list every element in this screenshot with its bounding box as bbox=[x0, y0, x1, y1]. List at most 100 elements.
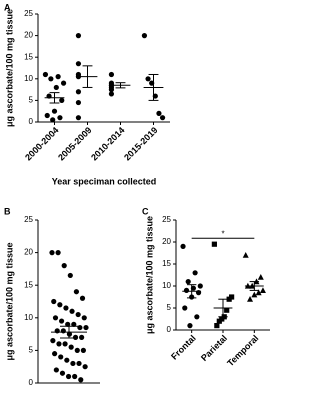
y-tick-label: 20 bbox=[162, 237, 171, 246]
y-tick-label: 20 bbox=[24, 31, 33, 40]
figure: Aμg ascorbate/100 mg tissue 0510152025200… bbox=[4, 2, 270, 387]
point bbox=[108, 91, 115, 97]
point bbox=[42, 71, 49, 78]
point bbox=[56, 341, 62, 347]
y-tick-label: 15 bbox=[24, 52, 33, 61]
y-tick-label: 15 bbox=[162, 259, 171, 268]
point bbox=[75, 311, 81, 318]
point bbox=[68, 344, 74, 350]
point bbox=[247, 296, 254, 302]
point bbox=[80, 347, 86, 353]
y-axis-label: μg ascorbate/100 mg tissue bbox=[144, 216, 154, 334]
significance-label: * bbox=[221, 229, 224, 238]
point bbox=[61, 263, 67, 269]
point bbox=[259, 287, 266, 293]
point bbox=[57, 115, 63, 121]
point bbox=[194, 314, 200, 320]
point bbox=[51, 298, 57, 305]
x-tick-label: Temporal bbox=[225, 333, 260, 368]
point bbox=[53, 367, 59, 373]
point bbox=[48, 76, 54, 82]
point bbox=[71, 321, 77, 327]
y-tick-label: 5 bbox=[167, 303, 172, 312]
point bbox=[78, 377, 84, 383]
point bbox=[211, 241, 217, 247]
y-tick-label: 25 bbox=[162, 215, 171, 224]
point bbox=[141, 33, 148, 39]
point bbox=[187, 323, 193, 329]
y-tick-label: 25 bbox=[24, 215, 33, 224]
point bbox=[149, 80, 155, 86]
x-tick-label: 2015-2019 bbox=[122, 125, 160, 163]
y-tick-label: 15 bbox=[24, 280, 33, 289]
point bbox=[55, 250, 61, 256]
y-tick-label: 20 bbox=[24, 248, 33, 257]
point bbox=[52, 315, 59, 321]
x-axis-label: Year speciman collected bbox=[52, 176, 157, 186]
point bbox=[63, 305, 69, 311]
point bbox=[183, 287, 190, 293]
point bbox=[75, 33, 82, 39]
point bbox=[58, 318, 65, 324]
point bbox=[65, 373, 72, 380]
y-tick-label: 10 bbox=[162, 281, 171, 290]
y-tick-label: 0 bbox=[167, 325, 172, 334]
point bbox=[59, 370, 66, 376]
panel-label: C bbox=[142, 206, 149, 216]
point bbox=[185, 279, 191, 285]
point bbox=[79, 334, 85, 340]
point bbox=[50, 117, 56, 123]
point bbox=[51, 108, 58, 114]
y-tick-label: 5 bbox=[29, 346, 34, 355]
y-axis-label: μg ascorbate/100 mg tissue bbox=[4, 242, 14, 360]
point bbox=[83, 324, 89, 331]
point bbox=[62, 341, 68, 347]
point bbox=[224, 307, 230, 313]
point bbox=[257, 274, 264, 280]
point bbox=[74, 347, 80, 353]
point bbox=[75, 89, 82, 95]
point bbox=[159, 115, 166, 121]
y-tick-label: 5 bbox=[29, 96, 34, 105]
point bbox=[57, 302, 63, 308]
point bbox=[60, 80, 67, 86]
panel-label: A bbox=[4, 2, 11, 12]
point bbox=[182, 305, 188, 311]
point bbox=[44, 112, 50, 119]
x-tick-label: Frontal bbox=[169, 333, 198, 362]
point bbox=[214, 323, 220, 329]
point bbox=[255, 289, 262, 296]
point bbox=[64, 357, 70, 363]
point bbox=[75, 115, 82, 121]
point bbox=[49, 250, 55, 256]
point bbox=[108, 87, 115, 93]
y-tick-label: 10 bbox=[24, 74, 33, 83]
point bbox=[79, 295, 86, 301]
point bbox=[69, 308, 75, 314]
point bbox=[145, 76, 151, 82]
point bbox=[52, 351, 58, 357]
y-tick-label: 25 bbox=[24, 9, 33, 18]
point bbox=[65, 321, 71, 327]
point bbox=[76, 360, 82, 367]
x-tick-label: Parietal bbox=[199, 333, 229, 363]
point bbox=[54, 328, 60, 334]
point bbox=[50, 338, 56, 344]
x-tick-label: 2005-2009 bbox=[56, 125, 94, 163]
panel-label: B bbox=[4, 206, 11, 216]
point bbox=[226, 296, 232, 302]
y-tick-label: 10 bbox=[24, 313, 33, 322]
point bbox=[180, 243, 186, 249]
point bbox=[73, 289, 80, 295]
y-axis-label: μg ascorbate/100 mg tissue bbox=[4, 9, 14, 127]
point bbox=[156, 110, 162, 116]
point bbox=[82, 364, 88, 370]
y-tick-label: 0 bbox=[29, 378, 34, 387]
point bbox=[108, 71, 115, 78]
point bbox=[67, 272, 73, 279]
point bbox=[53, 84, 59, 91]
point bbox=[70, 360, 76, 367]
point bbox=[75, 61, 82, 67]
point bbox=[197, 283, 203, 289]
